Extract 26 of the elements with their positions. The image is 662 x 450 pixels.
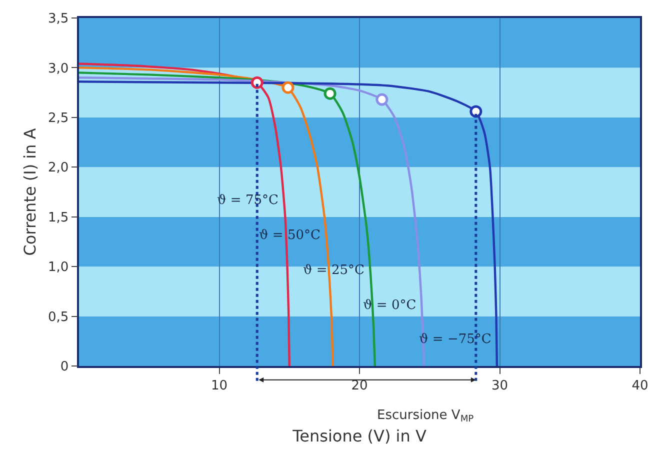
y-tick-label: 3,5 — [48, 12, 69, 27]
point — [324, 87, 336, 100]
line-series — [79, 66, 334, 366]
point — [470, 105, 482, 118]
x-tick-label: 30 — [491, 378, 508, 394]
line-series — [79, 80, 498, 366]
y-tick-label: 3,0 — [48, 61, 69, 76]
y-tick-label: 2,0 — [48, 160, 69, 176]
point — [282, 81, 294, 94]
x-axis-title: Tensione (V) in V — [292, 426, 426, 446]
series-label: ϑ = −75°C — [419, 332, 492, 347]
line-series — [79, 72, 376, 366]
y-axis-title: Corrente (I) in A — [20, 128, 40, 256]
x-tick-label: 40 — [632, 378, 648, 394]
point — [376, 93, 388, 106]
line-series — [79, 62, 290, 366]
text: Escursione V$_{MP}$ — [377, 408, 474, 425]
x-tick-label: 20 — [351, 378, 368, 394]
y-tick-label: 0 — [60, 360, 69, 375]
y-tick-label: 0,5 — [48, 310, 69, 325]
y-tick-label: 1,0 — [48, 260, 69, 276]
point — [250, 76, 264, 89]
series-label: ϑ = 50°C — [259, 228, 320, 243]
y-tick-label: 1,5 — [48, 210, 69, 226]
x-tick-label: 10 — [210, 378, 228, 394]
y-tick-label: 2,5 — [48, 110, 69, 126]
